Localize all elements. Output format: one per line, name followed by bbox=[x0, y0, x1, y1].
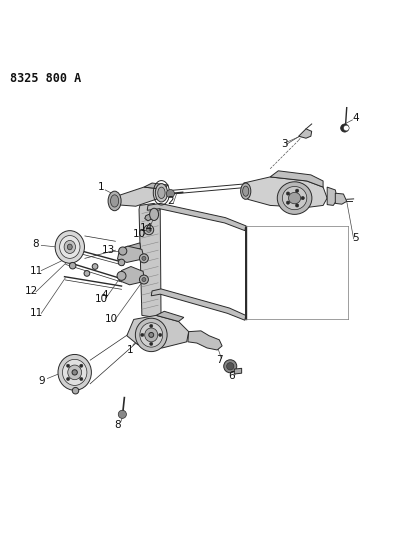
Circle shape bbox=[118, 410, 126, 418]
Text: 12: 12 bbox=[25, 286, 38, 296]
Ellipse shape bbox=[139, 322, 162, 347]
Ellipse shape bbox=[148, 333, 153, 337]
Text: 7: 7 bbox=[216, 355, 222, 365]
Circle shape bbox=[285, 201, 289, 204]
Ellipse shape bbox=[242, 186, 248, 196]
Circle shape bbox=[84, 271, 90, 276]
Text: 11: 11 bbox=[29, 308, 43, 318]
Circle shape bbox=[343, 125, 348, 131]
Ellipse shape bbox=[288, 192, 300, 204]
Circle shape bbox=[149, 324, 153, 328]
Text: 8325 800 A: 8325 800 A bbox=[9, 72, 81, 85]
Circle shape bbox=[158, 333, 162, 336]
Circle shape bbox=[66, 377, 70, 381]
Text: 3: 3 bbox=[281, 139, 287, 149]
Circle shape bbox=[142, 256, 146, 261]
Ellipse shape bbox=[58, 354, 91, 390]
Text: 10: 10 bbox=[133, 229, 146, 239]
Ellipse shape bbox=[67, 365, 81, 379]
Ellipse shape bbox=[62, 359, 87, 385]
Polygon shape bbox=[234, 368, 241, 374]
Circle shape bbox=[223, 360, 236, 373]
Text: 14: 14 bbox=[139, 223, 152, 233]
Polygon shape bbox=[144, 183, 168, 189]
Text: 8: 8 bbox=[33, 239, 39, 249]
Circle shape bbox=[118, 259, 124, 265]
Text: 10: 10 bbox=[94, 294, 108, 304]
Ellipse shape bbox=[149, 208, 158, 221]
Circle shape bbox=[295, 189, 298, 192]
Polygon shape bbox=[243, 177, 326, 207]
Text: 6: 6 bbox=[227, 372, 234, 382]
Text: 13: 13 bbox=[101, 245, 115, 255]
Circle shape bbox=[285, 192, 289, 195]
Text: 1: 1 bbox=[126, 345, 133, 355]
Circle shape bbox=[117, 271, 126, 280]
Text: 1: 1 bbox=[98, 182, 104, 192]
Ellipse shape bbox=[67, 244, 72, 250]
Circle shape bbox=[72, 387, 79, 394]
Polygon shape bbox=[113, 187, 164, 206]
Ellipse shape bbox=[110, 195, 118, 207]
Polygon shape bbox=[270, 171, 322, 187]
Circle shape bbox=[166, 190, 174, 198]
Polygon shape bbox=[335, 193, 346, 204]
Ellipse shape bbox=[135, 318, 167, 352]
Text: 11: 11 bbox=[29, 265, 43, 276]
Text: 8: 8 bbox=[114, 421, 121, 430]
Polygon shape bbox=[126, 316, 188, 348]
Circle shape bbox=[140, 333, 144, 336]
Polygon shape bbox=[147, 204, 245, 231]
Ellipse shape bbox=[144, 328, 157, 342]
Ellipse shape bbox=[240, 183, 250, 199]
Circle shape bbox=[146, 228, 151, 232]
Ellipse shape bbox=[72, 370, 77, 375]
Circle shape bbox=[300, 197, 303, 200]
Circle shape bbox=[295, 204, 298, 207]
Circle shape bbox=[79, 377, 83, 381]
Ellipse shape bbox=[155, 184, 167, 202]
Text: 4: 4 bbox=[351, 113, 358, 123]
Circle shape bbox=[149, 342, 153, 345]
Ellipse shape bbox=[108, 191, 121, 211]
Circle shape bbox=[118, 247, 126, 255]
Circle shape bbox=[226, 362, 234, 370]
Circle shape bbox=[144, 225, 153, 235]
Circle shape bbox=[142, 278, 146, 281]
Polygon shape bbox=[144, 213, 154, 221]
Circle shape bbox=[139, 254, 148, 263]
Circle shape bbox=[69, 262, 76, 269]
Circle shape bbox=[340, 124, 348, 132]
Polygon shape bbox=[156, 311, 183, 321]
Ellipse shape bbox=[157, 187, 165, 198]
Ellipse shape bbox=[282, 187, 306, 209]
Polygon shape bbox=[139, 204, 161, 318]
Polygon shape bbox=[119, 266, 144, 285]
Polygon shape bbox=[117, 246, 143, 262]
Circle shape bbox=[79, 364, 83, 367]
Ellipse shape bbox=[64, 240, 75, 254]
Circle shape bbox=[66, 364, 70, 367]
Polygon shape bbox=[151, 289, 245, 320]
Circle shape bbox=[139, 275, 148, 284]
Text: 2: 2 bbox=[166, 196, 173, 206]
Polygon shape bbox=[187, 331, 222, 350]
Text: 4: 4 bbox=[102, 290, 108, 300]
Ellipse shape bbox=[276, 182, 311, 214]
Text: 10: 10 bbox=[105, 314, 118, 325]
Polygon shape bbox=[121, 243, 140, 254]
Ellipse shape bbox=[55, 231, 84, 263]
Text: 5: 5 bbox=[351, 233, 358, 243]
Ellipse shape bbox=[59, 236, 80, 259]
Text: 9: 9 bbox=[39, 376, 45, 385]
Polygon shape bbox=[326, 187, 337, 205]
Circle shape bbox=[92, 264, 98, 269]
Polygon shape bbox=[298, 129, 311, 138]
